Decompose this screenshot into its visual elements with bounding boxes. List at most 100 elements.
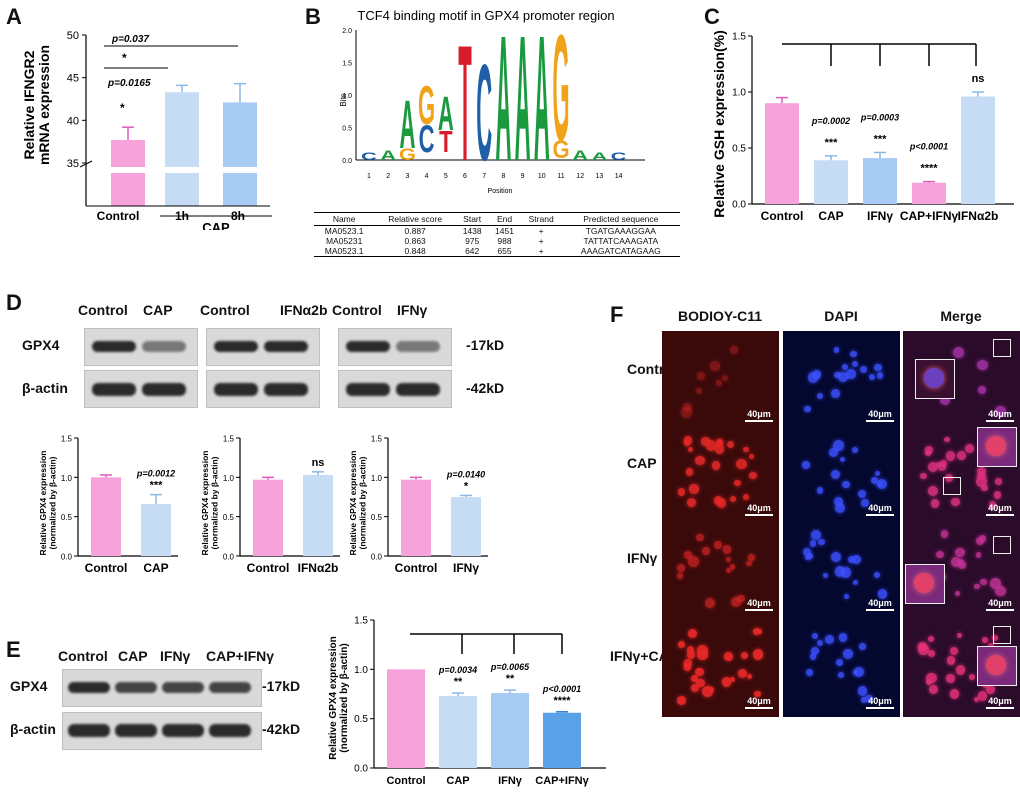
cell xyxy=(724,652,733,661)
cell xyxy=(865,694,873,703)
cell xyxy=(944,436,950,443)
cell xyxy=(695,455,706,466)
motif-letter: A xyxy=(572,147,588,163)
cell xyxy=(696,533,704,541)
micrograph: 40μm xyxy=(662,331,779,430)
cell xyxy=(977,466,986,476)
cell xyxy=(686,645,695,654)
motif-letter: A xyxy=(399,86,415,163)
row-label: IFNγ+CAP xyxy=(610,648,679,664)
band-gpx4 xyxy=(209,682,251,693)
band-gpx4 xyxy=(142,341,186,352)
cell xyxy=(729,564,736,570)
micrograph: 40μm xyxy=(903,425,1020,524)
cell xyxy=(683,402,692,412)
row-label-actin: β-actin xyxy=(22,380,68,396)
significance: *** xyxy=(825,137,839,149)
scale-line xyxy=(986,707,1014,709)
micrograph: 40μm xyxy=(783,520,900,619)
cell xyxy=(988,501,997,509)
significance: *** xyxy=(150,480,164,492)
y-tick-label: 1.5 xyxy=(223,435,235,444)
bar xyxy=(765,103,799,204)
cell xyxy=(840,566,852,578)
bar xyxy=(165,92,199,167)
cell xyxy=(927,636,934,643)
cell xyxy=(949,689,960,699)
y-tick-label: 0.5 xyxy=(354,714,368,725)
cell xyxy=(927,462,938,473)
cell xyxy=(830,388,840,398)
category-label: CAP xyxy=(446,775,469,787)
scale-text: 40μm xyxy=(747,503,771,513)
cell xyxy=(876,372,884,379)
cell xyxy=(977,385,987,395)
cell xyxy=(746,560,752,567)
cell xyxy=(940,530,949,538)
y-axis-label: (normalized by β-actin) xyxy=(358,456,368,549)
band-actin xyxy=(142,383,186,396)
cell xyxy=(834,566,846,577)
cell xyxy=(957,561,967,570)
scale-text: 40μm xyxy=(868,696,892,706)
cell xyxy=(721,375,728,382)
cell xyxy=(975,476,987,487)
cell xyxy=(695,667,704,677)
chart-a: Relative IFNGR2 mRNA expression 50 45 40 35 Co… xyxy=(21,30,272,230)
row-label-gpx4: GPX4 xyxy=(10,678,48,694)
y-tick-label: 1.0 xyxy=(732,88,746,99)
cell xyxy=(930,499,940,509)
cell xyxy=(858,686,868,696)
lane-label: CAP+IFNγ xyxy=(206,648,275,664)
bar xyxy=(863,158,897,204)
scale-line xyxy=(745,707,773,709)
motif-letter: T xyxy=(458,10,471,195)
y-tick-label: 0.0 xyxy=(371,553,383,562)
p-value: p=0.0012 xyxy=(136,469,175,479)
cell xyxy=(709,360,720,371)
cell xyxy=(809,653,817,660)
cell xyxy=(852,579,858,585)
kd-label: -17kD xyxy=(466,337,505,353)
chart-d2: Relative GPX4 expression (normalized by β… xyxy=(200,435,340,575)
cell xyxy=(834,347,840,353)
table-cell: TATTATCAAAGATA xyxy=(583,236,659,246)
category-label: CAP xyxy=(143,561,168,575)
bar xyxy=(141,504,171,556)
scale-bar: 40μm xyxy=(986,503,1014,516)
kd-label: -42kD xyxy=(262,721,301,737)
y-tick-label: 1.0 xyxy=(61,474,73,483)
cell xyxy=(877,589,888,599)
cell xyxy=(928,685,938,695)
band-gpx4 xyxy=(162,682,204,693)
category-label: IFNγ xyxy=(867,209,893,223)
table-cell: 1451 xyxy=(495,226,514,236)
band-gpx4 xyxy=(115,682,157,693)
scale-line xyxy=(745,514,773,516)
y-tick-label: 0.0 xyxy=(732,200,746,211)
scale-bar: 40μm xyxy=(866,409,894,422)
cell xyxy=(835,658,843,667)
cell xyxy=(807,372,819,383)
table-row: MA05231 0.863 975 988 + TATTATCAAAGATA xyxy=(314,236,680,246)
cell xyxy=(995,405,1006,417)
cell xyxy=(993,491,1002,499)
y-axis-label: Relative GPX4 expression xyxy=(200,451,210,556)
lane-label: IFNα2b xyxy=(280,302,328,318)
scale-text: 40μm xyxy=(747,696,771,706)
category-label: Control xyxy=(761,209,804,223)
motif-letter: T xyxy=(439,125,452,159)
scale-text: 40μm xyxy=(988,409,1012,419)
chart-d3: Relative GPX4 expression (normalized by β… xyxy=(348,435,488,575)
cell xyxy=(955,665,965,675)
category-label: CAP+IFNγ xyxy=(900,209,959,223)
cell xyxy=(838,633,848,643)
y-tick-label: 1.0 xyxy=(354,665,368,676)
cell xyxy=(716,498,726,508)
scale-text: 40μm xyxy=(988,503,1012,513)
x-tick-label: 9 xyxy=(521,173,525,180)
x-tick-label: 8 xyxy=(501,173,505,180)
zoomed-cell xyxy=(914,573,934,593)
x-tick-label: 4 xyxy=(425,173,429,180)
cell xyxy=(740,651,749,660)
